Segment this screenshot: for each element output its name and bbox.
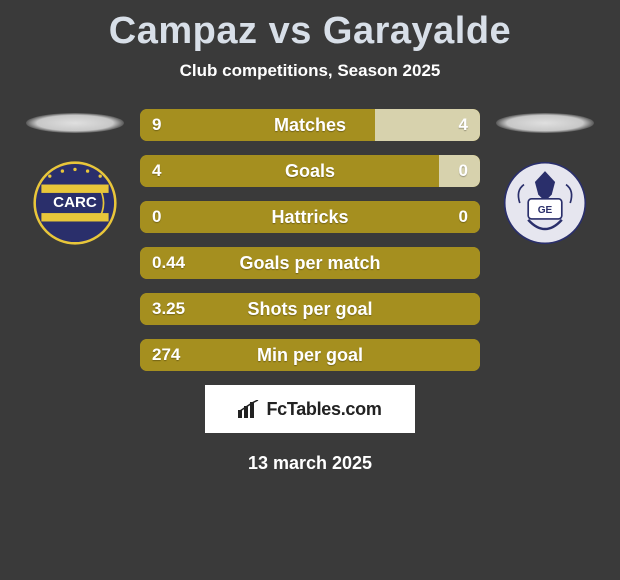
stat-bar: 0Hattricks0: [140, 201, 480, 233]
stat-bar: 3.25Shots per goal: [140, 293, 480, 325]
svg-text:GE: GE: [538, 205, 553, 216]
stat-value-right: 0: [459, 207, 468, 227]
stat-label: Matches: [140, 115, 480, 136]
left-player-shadow: [26, 113, 124, 133]
watermark-text: FcTables.com: [266, 399, 381, 420]
stats-bars: 9Matches44Goals00Hattricks00.44Goals per…: [140, 109, 480, 371]
left-team-crest: CARC: [33, 161, 117, 245]
fctables-logo-icon: [238, 400, 260, 418]
watermark: FcTables.com: [205, 385, 415, 433]
stat-label: Shots per goal: [140, 299, 480, 320]
right-team-crest: GE: [503, 161, 587, 245]
stat-bar: 4Goals0: [140, 155, 480, 187]
stat-bar: 9Matches4: [140, 109, 480, 141]
gimnasia-crest-icon: GE: [503, 161, 587, 245]
svg-text:CARC: CARC: [53, 194, 97, 211]
stat-bar: 0.44Goals per match: [140, 247, 480, 279]
right-team-column: GE: [480, 109, 610, 245]
main-row: CARC 9Matches44Goals00Hattricks00.44Goal…: [0, 109, 620, 371]
stat-label: Min per goal: [140, 345, 480, 366]
left-team-column: CARC: [10, 109, 140, 245]
stat-value-right: 4: [459, 115, 468, 135]
rosario-central-crest-icon: CARC: [33, 161, 117, 245]
stat-label: Hattricks: [140, 207, 480, 228]
stat-bar: 274Min per goal: [140, 339, 480, 371]
stat-label: Goals per match: [140, 253, 480, 274]
right-player-shadow: [496, 113, 594, 133]
stat-label: Goals: [140, 161, 480, 182]
subtitle: Club competitions, Season 2025: [180, 61, 441, 81]
stat-value-right: 0: [459, 161, 468, 181]
comparison-card: Campaz vs Garayalde Club competitions, S…: [0, 0, 620, 474]
page-title: Campaz vs Garayalde: [109, 10, 511, 53]
date-line: 13 march 2025: [248, 453, 372, 474]
